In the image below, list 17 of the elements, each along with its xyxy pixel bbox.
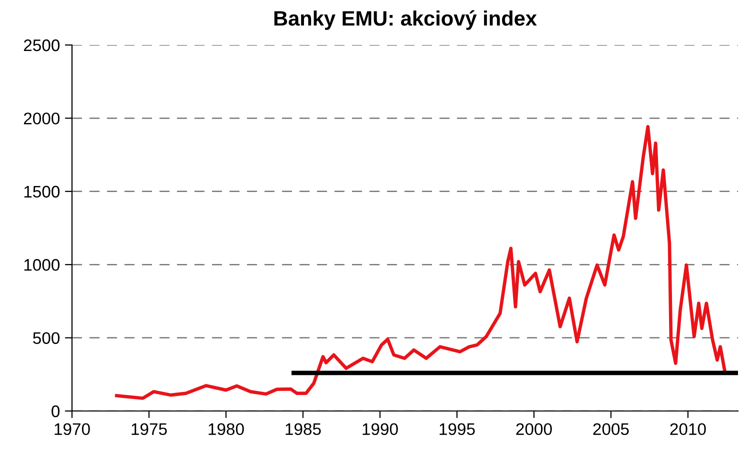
y-tick-label: 2500 <box>24 39 60 52</box>
line-series <box>114 125 727 400</box>
chart-title: Banky EMU: akciový index <box>274 10 537 30</box>
x-tick-label: 2005 <box>593 423 629 436</box>
y-tick-label: 1000 <box>24 259 60 271</box>
x-tick-label: 1985 <box>286 423 321 436</box>
y-tick-label: 2000 <box>24 112 60 124</box>
x-tick-label: 1990 <box>362 423 398 436</box>
x-tick-label: 1970 <box>54 423 90 436</box>
y-tick-label: 0 <box>52 405 60 418</box>
x-tick-label: 1975 <box>132 423 167 436</box>
y-tick-label: 1500 <box>24 186 60 198</box>
x-tick-label: 2010 <box>670 423 706 436</box>
y-tick-label: 500 <box>33 332 60 344</box>
x-tick-label: 1980 <box>208 423 244 436</box>
x-tick-label: 1995 <box>440 423 475 436</box>
x-tick-label: 2000 <box>516 423 552 436</box>
